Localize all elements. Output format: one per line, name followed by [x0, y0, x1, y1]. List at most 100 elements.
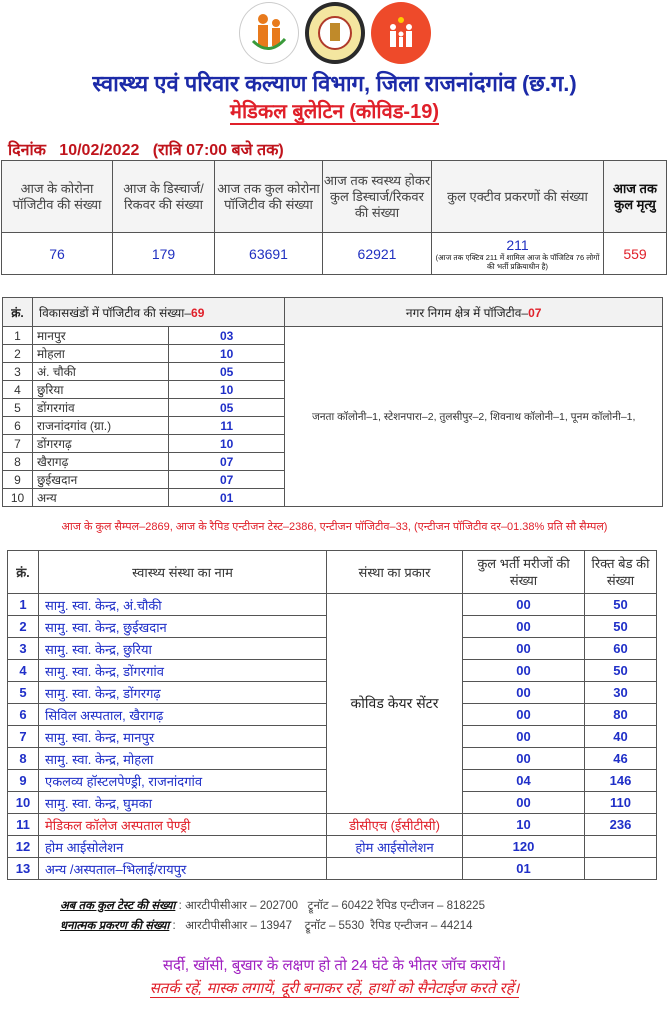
fac-sn: 7 [7, 725, 39, 748]
fac-sn: 9 [7, 769, 39, 792]
fac-admitted: 00 [462, 681, 585, 704]
fac-admitted: 00 [462, 791, 585, 814]
urban-total: 07 [528, 305, 542, 320]
national-health-mission-logo [370, 2, 431, 64]
block-name: छुईखदान [32, 470, 169, 489]
fac-admitted: 00 [462, 725, 585, 748]
fac-type-ccc: कोविड केयर सेंटर [326, 593, 463, 814]
block-count: 10 [167, 434, 286, 453]
fac-name: सामु. स्वा. केन्द्र, मोहला [38, 747, 327, 770]
urban-header: नगर निगम क्षेत्र में पॉजिटीव–07 [284, 297, 663, 327]
fac-admitted: 00 [462, 615, 585, 638]
block-name: डोंगरगांव [32, 398, 169, 417]
facility-row: 1 सामु. स्वा. केन्द्र, अं.चौकी कोविड केयर … [7, 593, 657, 814]
block-count: 03 [167, 326, 286, 345]
block-count: 07 [167, 452, 286, 471]
fac-beds: 80 [584, 703, 657, 726]
time-value: (रात्रि 07:00 बजे तक) [152, 142, 284, 159]
facility-row: 3 सामु. स्वा. केन्द्र, छुरिया 00 60 [7, 637, 657, 660]
facility-row: 10 सामु. स्वा. केन्द्र, घुमका 00 110 [7, 791, 657, 814]
header-today-discharge: आज के डिस्चार्ज/रिकवर की संख्या [112, 160, 215, 233]
block-name: मानपुर [32, 326, 169, 345]
sample-summary: आज के कुल सैम्पल–2869, आज के रैपिड एन्टी… [61, 521, 608, 533]
block-name: छुरिया [32, 380, 169, 399]
block-name: अं. चौकी [32, 362, 169, 381]
header-total-recovered: आज तक स्वस्थ्य होकर कुल डिस्चार्ज/रिकवर … [322, 160, 432, 233]
active-note: (आज तक एक्टिव 211 में शामिल आज के पॉजिटि… [435, 252, 600, 271]
date-label: दिनांक [8, 142, 46, 159]
fac-sn: 10 [7, 791, 39, 814]
facility-row: 12 होम आईसोलेशन होम आईसोलेशन 120 [7, 835, 657, 858]
block-row: 9 छुईखदान 07 [2, 470, 663, 489]
fac-sn: 1 [7, 593, 39, 616]
block-sn: 4 [2, 380, 33, 399]
date-value: 10/02/2022 [59, 142, 140, 159]
today-discharge: 179 [112, 232, 215, 275]
facility-row: 8 सामु. स्वा. केन्द्र, मोहला 00 46 [7, 747, 657, 770]
fac-type [326, 857, 463, 880]
fac-admitted: 00 [462, 747, 585, 770]
fac-name: सिविल अस्पताल, खैरागढ़ [38, 703, 327, 726]
header-active: कुल एक्टीव प्रकरणों की संख्या [431, 160, 604, 233]
block-row: 10 अन्य 01 [2, 488, 663, 507]
fac-name: सामु. स्वा. केन्द्र, छुरिया [38, 637, 327, 660]
fac-beds-header: रिक्त बेड की संख्या [584, 550, 657, 594]
block-positive-table: क्रं. विकासखंडों में पॉजिटीव की संख्या–6… [2, 297, 663, 507]
positive-tests-label: धनात्मक प्रकरण की संख्या [60, 920, 170, 932]
symptom-advice: सर्दी, खॉसी, बुखार के लक्षण हो तो 24 घंट… [162, 957, 507, 974]
urban-header-text: नगर निगम क्षेत्र में पॉजिटीव– [405, 305, 529, 320]
facility-row: 7 सामु. स्वा. केन्द्र, मानपुर 00 40 [7, 725, 657, 748]
block-total: 69 [191, 305, 205, 320]
fac-name: सामु. स्वा. केन्द्र, घुमका [38, 791, 327, 814]
fac-sn: 5 [7, 681, 39, 704]
block-name: खैरागढ़ [32, 452, 169, 471]
fac-beds: 46 [584, 747, 657, 770]
fac-name: सामु. स्वा. केन्द्र, अं.चौकी [38, 593, 327, 616]
bulletin-date: दिनांक 10/02/2022 (रात्रि 07:00 बजे तक) [8, 138, 284, 160]
fac-sn: 13 [7, 857, 39, 880]
fac-admitted: 10 [462, 813, 585, 836]
block-row: 6 राजनांदगांव (ग्रा.) 11 [2, 416, 663, 435]
block-sn: 3 [2, 362, 33, 381]
block-row: 4 छुरिया 10 [2, 380, 663, 399]
header-total-positive: आज तक कुल कोरोना पॉजिटीव की संख्या [214, 160, 323, 233]
block-name: डोंगरगढ़ [32, 434, 169, 453]
facility-row: 9 एकलव्य हॉस्टलपेण्ड्री, राजनांदगांव 04 146 [7, 769, 657, 792]
fac-sn: 2 [7, 615, 39, 638]
fac-name: होम आईसोलेशन [38, 835, 327, 858]
fac-name: सामु. स्वा. केन्द्र, छुईखदान [38, 615, 327, 638]
logos [0, 2, 669, 66]
facility-row: 6 सिविल अस्पताल, खैरागढ़ 00 80 [7, 703, 657, 726]
facility-table: क्रं. स्वास्थ्य संस्था का नाम संस्था का … [7, 550, 657, 880]
block-row: 1 मानपुर 03 जनता कॉलोनी–1, स्टेशनपारा–2, तु… [2, 326, 663, 507]
fac-beds: 110 [584, 791, 657, 814]
fac-admitted: 120 [462, 835, 585, 858]
block-name: अन्य [32, 488, 169, 507]
sn-header: क्रं. [2, 297, 33, 327]
chhattisgarh-state-emblem [304, 2, 365, 64]
fac-sn-header: क्रं. [7, 550, 39, 594]
facility-row: 5 सामु. स्वा. केन्द्र, डोंगरगढ़ 00 30 [7, 681, 657, 704]
fac-beds: 40 [584, 725, 657, 748]
block-row: 2 मोहला 10 [2, 344, 663, 363]
block-sn: 8 [2, 452, 33, 471]
ngo-family-logo [238, 2, 299, 64]
block-count: 10 [167, 380, 286, 399]
fac-name: सामु. स्वा. केन्द्र, डोंगरगढ़ [38, 681, 327, 704]
total-deaths: 559 [603, 232, 667, 275]
fac-type: डीसीएच (ईसीटीसी) [326, 813, 463, 836]
facility-row: 4 सामु. स्वा. केन्द्र, डोंगरगांव 00 50 [7, 659, 657, 682]
facility-row: 11 मेडिकल कॉलेज अस्पताल पेण्ड्री डीसीएच (ई… [7, 813, 657, 836]
fac-beds: 236 [584, 813, 657, 836]
bulletin-subtitle: मेडिकल बुलेटिन (कोविड-19) [0, 97, 669, 125]
urban-detail: जनता कॉलोनी–1, स्टेशनपारा–2, तुलसीपुर–2,… [284, 326, 663, 507]
block-header: विकासखंडों में पॉजिटीव की संख्या–69 [31, 297, 286, 327]
subtitle-text: मेडिकल बुलेटिन (कोविड-19) [230, 101, 439, 125]
safety-slogan-text: सतर्क रहें, मास्क लगायें, दूरी बनाकर रहे… [149, 980, 520, 998]
block-count: 07 [167, 470, 286, 489]
total-recovered: 62921 [322, 232, 432, 275]
today-positive: 76 [1, 232, 113, 275]
block-count: 01 [167, 488, 286, 507]
total-tests-label: अब तक कुल टेस्ट की संख्या [60, 900, 176, 912]
block-count: 05 [167, 398, 286, 417]
